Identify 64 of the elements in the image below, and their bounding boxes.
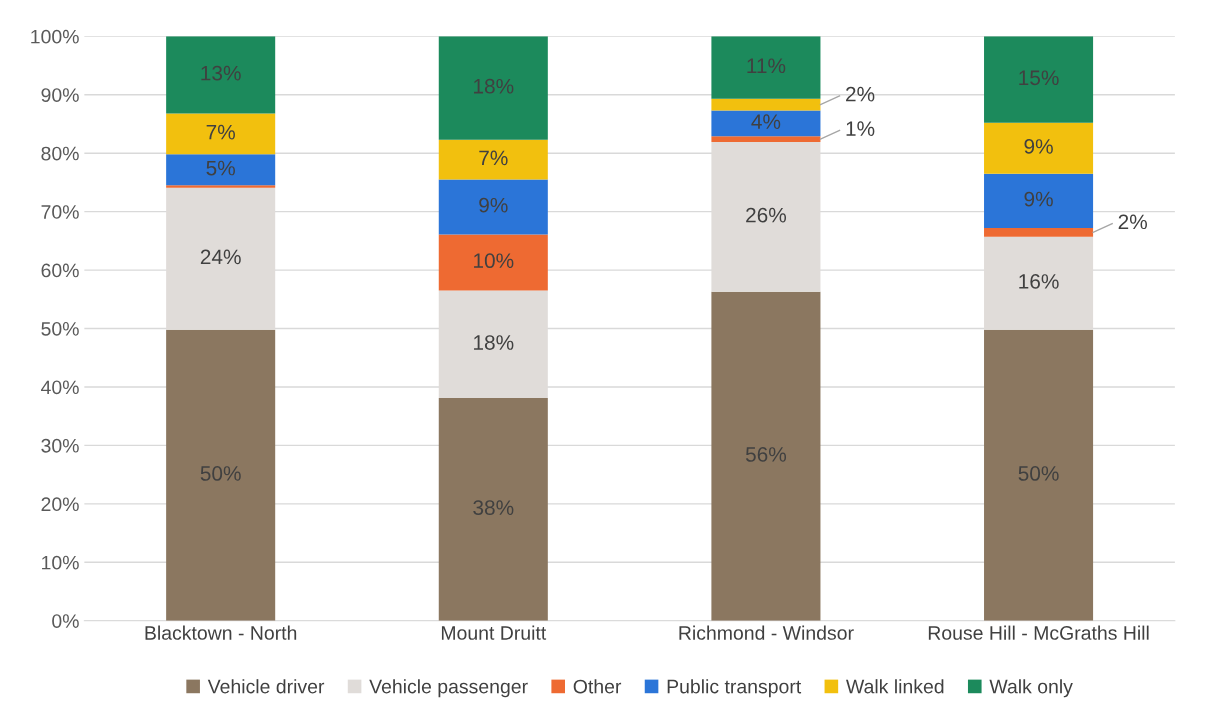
y-tick-label: 10% <box>42 555 79 570</box>
y-tick-label: 90% <box>41 88 79 102</box>
data-label: 9% <box>1024 191 1053 207</box>
bar <box>711 98 821 111</box>
bar <box>438 234 548 291</box>
data-label: 1% <box>846 121 875 136</box>
bar <box>166 154 276 186</box>
x-tick-label: Rouse Hill - McGraths Hill <box>928 625 1149 640</box>
bar <box>438 398 548 621</box>
data-label: 24% <box>200 249 241 265</box>
data-label: 4% <box>751 114 781 129</box>
bar <box>438 139 548 180</box>
y-tick-label: 20% <box>41 497 79 512</box>
legend-label: Vehicle driver <box>207 679 325 694</box>
data-label: 9% <box>1024 139 1053 154</box>
bar <box>438 36 548 140</box>
y-tick-label: 0% <box>52 614 79 628</box>
bar <box>984 36 1094 123</box>
bar <box>984 173 1094 228</box>
y-tick-label: 40% <box>41 380 79 395</box>
bar <box>711 36 821 99</box>
data-label: 16% <box>1019 274 1059 289</box>
bar <box>166 185 276 188</box>
legend-label: Vehicle passenger <box>369 679 528 698</box>
data-label: 18% <box>474 78 514 94</box>
data-label: 50% <box>200 466 241 481</box>
data-label: 10% <box>474 253 514 269</box>
bar <box>438 179 548 235</box>
y-tick-label: 50% <box>41 321 79 336</box>
data-label: 2% <box>846 86 875 102</box>
legend-label: Other <box>573 679 622 694</box>
bar <box>984 227 1094 237</box>
x-tick-label: Mount Druitt <box>441 625 547 640</box>
data-label: 13% <box>201 65 241 81</box>
data-label: 38% <box>473 500 514 515</box>
data-label: 56% <box>745 447 787 462</box>
legend-label: Walk only <box>989 679 1073 698</box>
legend-label: Walk linked <box>846 679 944 694</box>
bar <box>166 36 276 114</box>
x-tick-label: Richmond - Windsor <box>679 625 854 640</box>
data-label: 7% <box>479 150 508 166</box>
y-tick-label: 70% <box>41 205 79 219</box>
bar <box>166 113 276 155</box>
bar <box>166 329 276 621</box>
data-label: 18% <box>474 335 514 350</box>
bar <box>984 329 1094 621</box>
data-label: 5% <box>206 160 235 176</box>
data-label: 50% <box>1018 466 1059 481</box>
bar <box>984 122 1094 174</box>
x-tick-label: Blacktown - North <box>145 625 297 640</box>
bar <box>711 136 821 143</box>
data-label: 11% <box>747 58 786 74</box>
y-tick-label: 60% <box>41 263 79 278</box>
y-tick-label: 30% <box>41 438 79 453</box>
y-tick-label: 100% <box>31 29 79 44</box>
bar <box>711 110 821 137</box>
y-tick-label: 80% <box>41 146 79 161</box>
data-label: 15% <box>1019 70 1059 86</box>
data-label: 26% <box>746 207 787 223</box>
legend-label: Public transport <box>667 679 802 698</box>
bar <box>711 291 821 621</box>
data-label: 9% <box>479 197 508 213</box>
data-label: 2% <box>1118 214 1147 230</box>
data-label: 7% <box>206 124 235 140</box>
